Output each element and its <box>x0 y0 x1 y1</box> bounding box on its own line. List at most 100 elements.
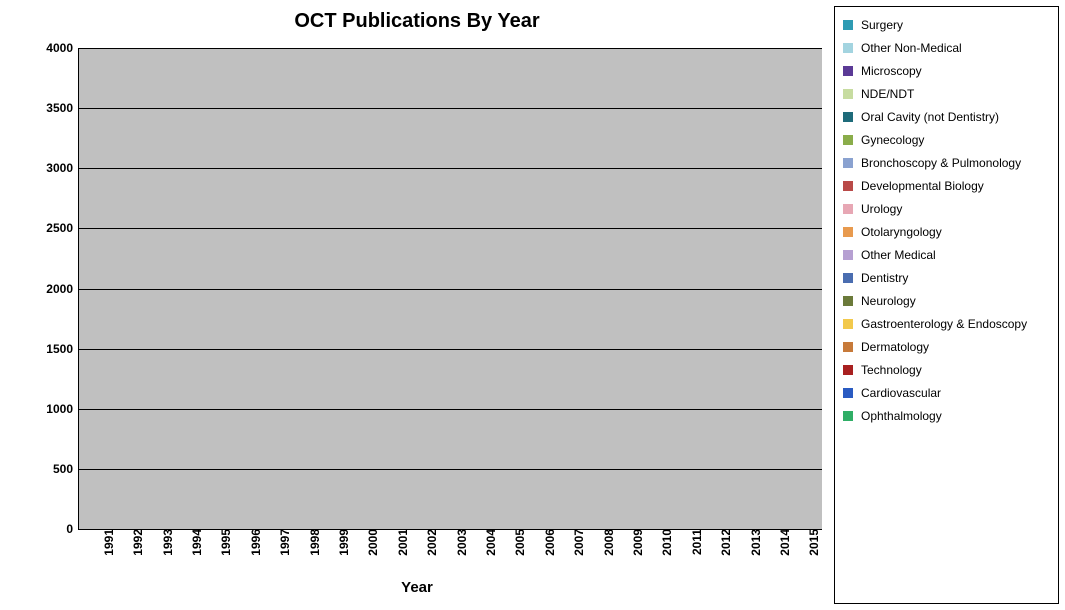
legend-item: Dermatology <box>843 335 1050 358</box>
legend-item: Microscopy <box>843 59 1050 82</box>
legend-label: Other Non-Medical <box>861 41 962 55</box>
x-tick-label: 2010 <box>656 529 674 556</box>
legend-swatch <box>843 204 853 214</box>
x-tick-label: 1998 <box>304 529 322 556</box>
y-tick-label: 0 <box>66 522 79 536</box>
legend-label: Other Medical <box>861 248 936 262</box>
y-tick-label: 1000 <box>46 402 79 416</box>
y-tick-label: 4000 <box>46 41 79 55</box>
y-tick-label: 2000 <box>46 282 79 296</box>
x-tick-label: 1993 <box>157 529 175 556</box>
x-tick-label: 2008 <box>598 529 616 556</box>
x-tick-label: 1995 <box>215 529 233 556</box>
gridline <box>79 409 822 410</box>
gridline <box>79 469 822 470</box>
legend-label: Developmental Biology <box>861 179 984 193</box>
legend-item: Other Medical <box>843 243 1050 266</box>
legend-item: Gastroenterology & Endoscopy <box>843 312 1050 335</box>
gridline <box>79 48 822 49</box>
x-tick-label: 2015 <box>803 529 821 556</box>
legend-label: Dentistry <box>861 271 908 285</box>
legend-item: Urology <box>843 197 1050 220</box>
legend-swatch <box>843 250 853 260</box>
x-tick-label: 1992 <box>127 529 145 556</box>
legend-swatch <box>843 89 853 99</box>
legend-item: Bronchoscopy & Pulmonology <box>843 151 1050 174</box>
y-tick-label: 500 <box>53 462 79 476</box>
x-axis-label: Year <box>0 579 834 596</box>
legend-item: Otolaryngology <box>843 220 1050 243</box>
legend-swatch <box>843 319 853 329</box>
legend-item: Other Non-Medical <box>843 36 1050 59</box>
x-tick-label: 2000 <box>362 529 380 556</box>
legend-label: Cardiovascular <box>861 386 941 400</box>
plot-region: 1991199219931994199519961997199819992000… <box>78 48 822 530</box>
legend-swatch <box>843 411 853 421</box>
x-tick-label: 1994 <box>186 529 204 556</box>
legend-label: Microscopy <box>861 64 922 78</box>
legend-swatch <box>843 296 853 306</box>
legend-label: Bronchoscopy & Pulmonology <box>861 156 1021 170</box>
legend-label: Dermatology <box>861 340 929 354</box>
legend-item: Oral Cavity (not Dentistry) <box>843 105 1050 128</box>
x-tick-label: 2002 <box>421 529 439 556</box>
x-tick-label: 2012 <box>715 529 733 556</box>
y-tick-label: 3500 <box>46 101 79 115</box>
y-tick-label: 2500 <box>46 221 79 235</box>
chart-title: OCT Publications By Year <box>0 10 834 33</box>
legend-label: NDE/NDT <box>861 87 914 101</box>
legend-swatch <box>843 20 853 30</box>
legend-swatch <box>843 66 853 76</box>
legend-swatch <box>843 227 853 237</box>
gridline <box>79 108 822 109</box>
x-tick-label: 1991 <box>98 529 116 556</box>
legend: Surgery Other Non-Medical Microscopy NDE/ND… <box>834 6 1059 604</box>
gridline <box>79 349 822 350</box>
x-tick-label: 2001 <box>392 529 410 556</box>
x-tick-label: 2009 <box>627 529 645 556</box>
legend-swatch <box>843 342 853 352</box>
legend-swatch <box>843 112 853 122</box>
legend-item: Ophthalmology <box>843 404 1050 427</box>
legend-label: Otolaryngology <box>861 225 942 239</box>
legend-swatch <box>843 365 853 375</box>
x-tick-label: 2011 <box>686 529 704 555</box>
x-tick-label: 2003 <box>451 529 469 556</box>
legend-item: Developmental Biology <box>843 174 1050 197</box>
legend-label: Neurology <box>861 294 916 308</box>
legend-item: NDE/NDT <box>843 82 1050 105</box>
plot-wrap: 1991199219931994199519961997199819992000… <box>78 48 822 530</box>
legend-label: Oral Cavity (not Dentistry) <box>861 110 999 124</box>
x-tick-label: 2005 <box>509 529 527 556</box>
x-tick-label: 1999 <box>333 529 351 556</box>
legend-swatch <box>843 43 853 53</box>
legend-item: Gynecology <box>843 128 1050 151</box>
legend-item: Dentistry <box>843 266 1050 289</box>
y-tick-label: 1500 <box>46 342 79 356</box>
x-tick-label: 1997 <box>274 529 292 556</box>
legend-swatch <box>843 181 853 191</box>
gridline <box>79 228 822 229</box>
legend-item: Surgery <box>843 13 1050 36</box>
y-tick-label: 3000 <box>46 161 79 175</box>
gridline <box>79 289 822 290</box>
legend-label: Gastroenterology & Endoscopy <box>861 317 1027 331</box>
legend-label: Ophthalmology <box>861 409 942 423</box>
legend-item: Cardiovascular <box>843 381 1050 404</box>
x-tick-label: 2014 <box>774 529 792 556</box>
legend-swatch <box>843 158 853 168</box>
legend-swatch <box>843 135 853 145</box>
legend-label: Surgery <box>861 18 903 32</box>
x-tick-label: 2006 <box>539 529 557 556</box>
x-tick-label: 2007 <box>568 529 586 556</box>
chart-container: OCT Publications By Year Number of Publi… <box>0 0 1065 610</box>
legend-item: Technology <box>843 358 1050 381</box>
legend-swatch <box>843 388 853 398</box>
legend-label: Gynecology <box>861 133 924 147</box>
x-tick-label: 2004 <box>480 529 498 556</box>
x-tick-label: 1996 <box>245 529 263 556</box>
chart-area: OCT Publications By Year Number of Publi… <box>0 0 834 610</box>
x-tick-label: 2013 <box>745 529 763 556</box>
legend-label: Technology <box>861 363 922 377</box>
legend-label: Urology <box>861 202 902 216</box>
